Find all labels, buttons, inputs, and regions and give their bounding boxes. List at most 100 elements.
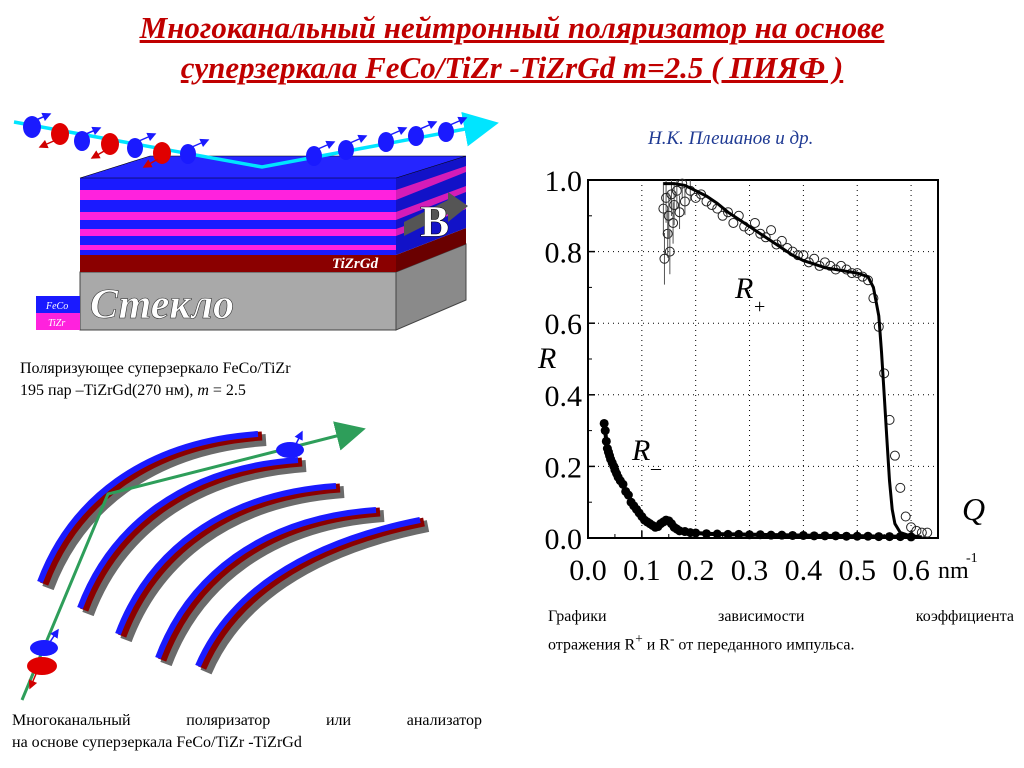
y-tick-label: 0.0 xyxy=(545,523,583,556)
r-plus-point xyxy=(771,239,782,250)
r-plus-point xyxy=(717,210,728,221)
layer-blue-5 xyxy=(80,250,396,255)
neutron-out xyxy=(276,442,304,458)
caption-chart-word-2: зависимости xyxy=(718,608,805,625)
caption-polarizer: Многоканальный поляризатор или анализато… xyxy=(12,710,482,754)
caption-chart-word-1: Графики xyxy=(548,608,607,625)
glass-label: Стекло xyxy=(90,282,234,328)
tizrgd-label: TiZrGd xyxy=(332,256,379,272)
title-line-2: суперзеркала FeCo/TiZr -TiZrGd m=2.5 ( П… xyxy=(180,50,844,85)
r-plus-point xyxy=(749,217,760,228)
r-plus-point xyxy=(760,232,771,243)
r-plus-point xyxy=(666,189,677,200)
channel-plate-1 xyxy=(37,431,267,591)
x-tick-label: 0.0 xyxy=(569,554,607,587)
legend-tizr-box xyxy=(36,313,80,330)
r-minus-subscript: – xyxy=(650,457,662,479)
y-tick-label: 1.0 xyxy=(545,165,583,198)
r-plus-label: R xyxy=(734,272,753,305)
caption-supermirror-text-a: 195 пар –TiZrGd(270 нм), xyxy=(20,382,198,399)
tizrgd-layer-side xyxy=(396,228,466,272)
caption-polarizer-line-2: на основе суперзеркала FeCo/TiZr -TiZrGd xyxy=(12,734,302,751)
layer-blue-2 xyxy=(80,200,396,212)
r-plus-point xyxy=(895,482,906,493)
r-plus-point xyxy=(669,200,680,211)
caption-chart-line-1: Графики зависимости коэффициента xyxy=(548,606,1014,628)
spin-up-arrow xyxy=(294,430,303,445)
caption-supermirror-line-1: Поляризующее суперзеркало FeCo/TiZr xyxy=(20,360,291,377)
spin-down-arrow-in xyxy=(28,673,38,690)
x-axis-unit: nm xyxy=(938,558,969,584)
caption-chart-line-2: отражения R+ и R- от переданного импульс… xyxy=(548,628,1014,656)
layer-blue-4 xyxy=(80,236,396,245)
r-plus-point xyxy=(776,235,787,246)
r-plus-point xyxy=(671,185,682,196)
x-tick-label: 0.6 xyxy=(892,554,930,587)
r-plus-point xyxy=(906,522,917,533)
r-plus-point xyxy=(661,192,672,203)
r-plus-point xyxy=(900,511,911,522)
y-tick-label: 0.4 xyxy=(545,380,583,413)
supermirror-block-diagram: B TiZrGd Стекло FeCo TiZr xyxy=(13,111,499,331)
page-title: Многоканальный нейтронный поляризатор на… xyxy=(0,8,1024,88)
series xyxy=(599,178,933,542)
layer-magenta-3 xyxy=(80,229,396,236)
legend-tizr-label: TiZr xyxy=(48,318,65,329)
y-tick-label: 0.8 xyxy=(545,237,583,270)
r-plus-point xyxy=(728,217,739,228)
caption-chart-sup-plus: + xyxy=(635,631,643,646)
b-field-label: B xyxy=(420,197,449,246)
r-plus-point xyxy=(755,228,766,239)
r-plus-point xyxy=(825,260,836,271)
caption-supermirror-m: m xyxy=(197,382,209,399)
r-plus-point xyxy=(658,203,669,214)
x-axis-unit-exponent: -1 xyxy=(966,551,978,566)
caption-chart-word-3: коэффициента xyxy=(915,608,1014,625)
r-plus-point xyxy=(889,450,900,461)
stack-top xyxy=(79,155,467,179)
x-tick-label: 0.1 xyxy=(623,554,661,587)
neutron-in-red xyxy=(27,657,57,675)
neutron-in-blue xyxy=(30,640,58,656)
channel-plate-3 xyxy=(115,483,345,643)
x-tick-label: 0.5 xyxy=(838,554,876,587)
channel-plate-5 xyxy=(195,517,430,675)
caption-chart: Графики зависимости коэффициента отражен… xyxy=(548,606,1014,656)
r-plus-point xyxy=(668,217,679,228)
x-tick-label: 0.4 xyxy=(785,554,823,587)
r-plus-subscript: + xyxy=(754,296,765,318)
caption-supermirror-line-2: 195 пар –TiZrGd(270 нм), m = 2.5 xyxy=(20,380,291,402)
stack-side-magenta-1 xyxy=(396,166,466,200)
r-plus-point xyxy=(679,196,690,207)
caption-chart-sup-minus: - xyxy=(669,631,675,646)
r-minus-line xyxy=(602,423,912,539)
layer-magenta-1 xyxy=(80,190,396,200)
caption-chart-text-c: от переданного импульса. xyxy=(674,636,855,654)
r-plus-point xyxy=(916,527,927,538)
r-plus-point xyxy=(664,246,675,257)
caption-supermirror-text-b: = 2.5 xyxy=(208,382,246,399)
layer-blue-3 xyxy=(80,220,396,229)
incoming-neutrons xyxy=(23,112,210,168)
y-tick-label: 0.2 xyxy=(545,451,583,484)
r-minus-label: R xyxy=(631,434,650,467)
layer-magenta-4 xyxy=(80,245,396,250)
grid xyxy=(588,180,938,538)
r-plus-fit-line xyxy=(663,182,922,539)
r-plus-point xyxy=(674,207,685,218)
r-plus-point xyxy=(922,527,933,538)
x-tick-label: 0.2 xyxy=(677,554,715,587)
channel-plate-2 xyxy=(77,457,307,617)
ticks: 0.0 0.1 0.2 0.3 0.4 0.5 0.6 0.0 0.2 0.4 0.6 0.8 1.0 xyxy=(545,165,939,587)
r-plus-point xyxy=(723,207,733,218)
layer-blue-1 xyxy=(80,178,396,190)
multichannel-polarizer-diagram xyxy=(20,421,430,701)
spin-up-arrow-in xyxy=(49,628,59,643)
x-tick-label: 0.3 xyxy=(731,554,769,587)
authors-label: Н.К. Плешанов и др. xyxy=(648,128,814,149)
r-plus-point xyxy=(766,225,777,236)
legend-feco-label: FeCo xyxy=(45,301,68,312)
reflected-neutrons xyxy=(306,116,468,166)
reflectivity-chart: 0.0 0.1 0.2 0.3 0.4 0.5 0.60.00.20.40.60.81.0 … xyxy=(537,165,985,587)
